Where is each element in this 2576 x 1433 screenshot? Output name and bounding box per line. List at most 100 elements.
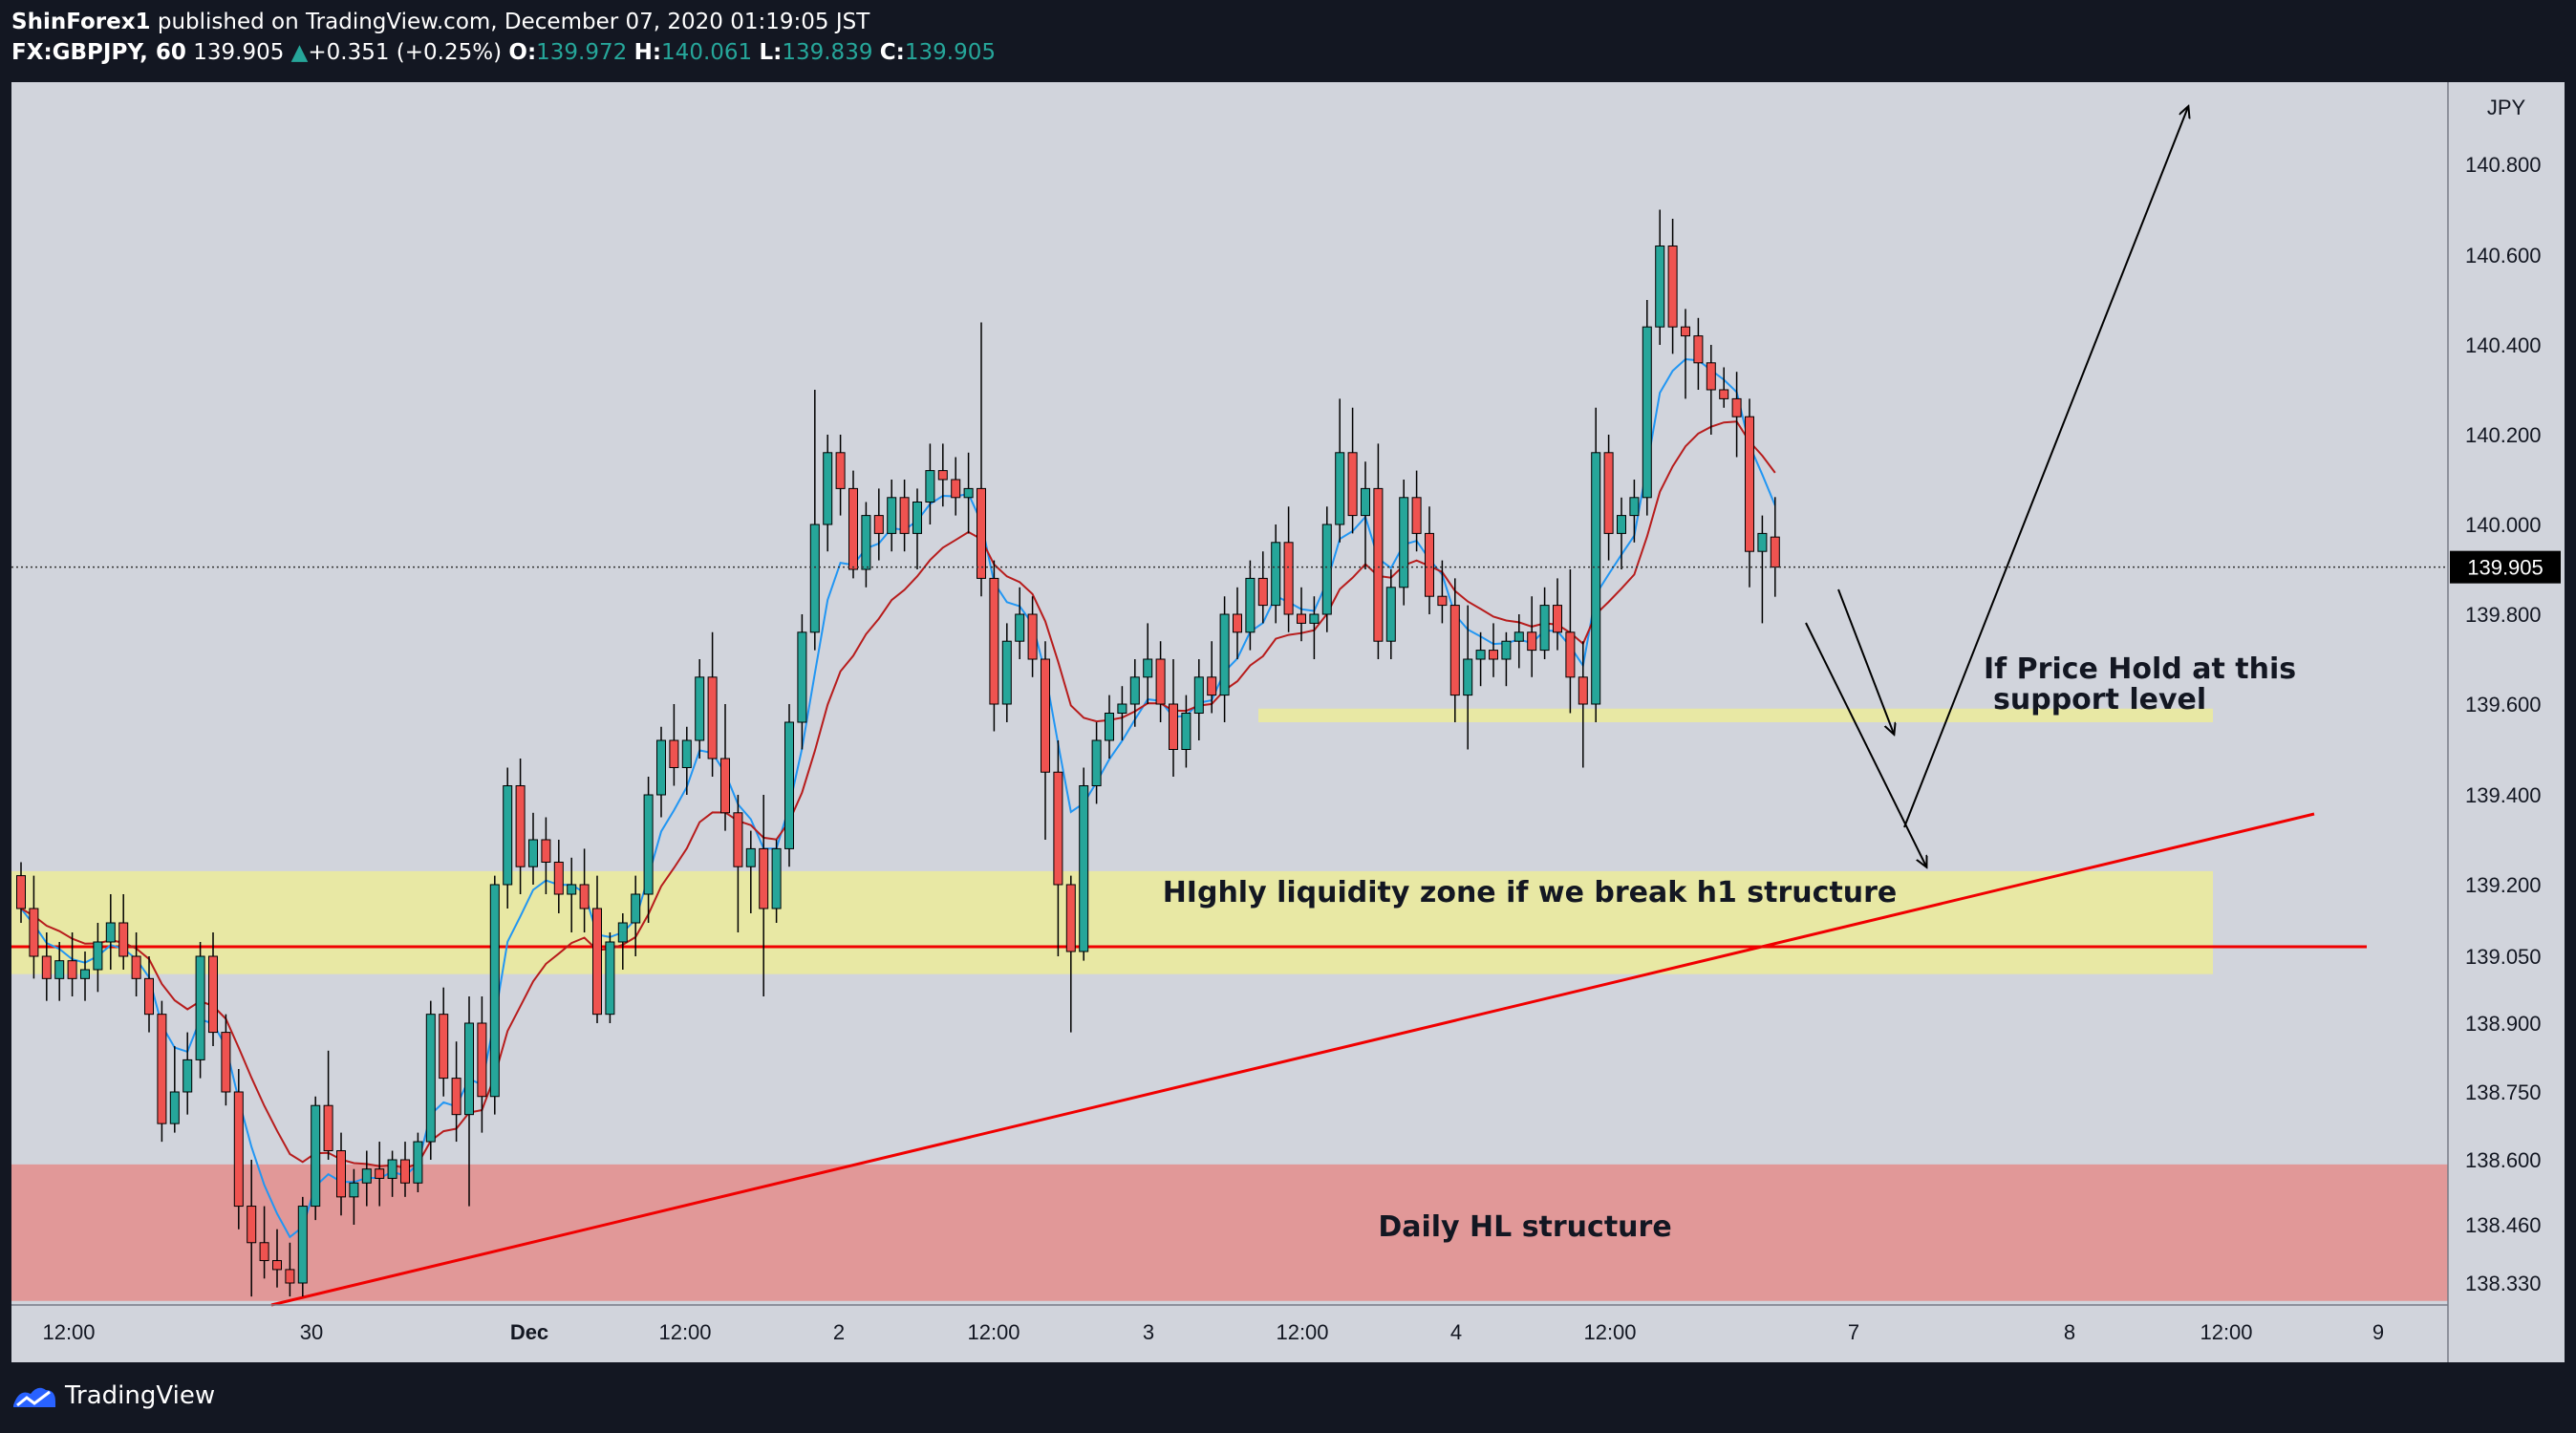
candle-body bbox=[233, 1091, 244, 1208]
candle bbox=[1373, 443, 1384, 659]
candle bbox=[873, 488, 884, 561]
low-value: 139.839 bbox=[782, 40, 873, 65]
candle-body bbox=[157, 1014, 167, 1124]
candle-body bbox=[1681, 326, 1690, 337]
candle-body bbox=[425, 1014, 436, 1143]
candle-body bbox=[963, 487, 974, 499]
high-label: H: bbox=[633, 40, 662, 65]
candle-body bbox=[489, 884, 500, 1098]
candle-body bbox=[413, 1141, 423, 1184]
candle-body bbox=[169, 1091, 180, 1124]
candle bbox=[899, 480, 910, 552]
candle-body bbox=[1321, 524, 1332, 615]
candle bbox=[1425, 506, 1434, 614]
candle bbox=[400, 1142, 410, 1197]
candle bbox=[1591, 407, 1601, 722]
candle bbox=[669, 704, 679, 786]
candle-body bbox=[54, 960, 65, 979]
candle-body bbox=[745, 847, 756, 867]
time-tick-label: 12:00 bbox=[967, 1320, 1020, 1344]
candle-body bbox=[1475, 650, 1486, 660]
candle-body bbox=[567, 884, 577, 895]
candle-body bbox=[118, 922, 129, 957]
candle-body bbox=[1283, 542, 1294, 615]
candle bbox=[1219, 596, 1230, 722]
candle bbox=[272, 1229, 282, 1288]
tradingview-footer[interactable]: TradingView bbox=[11, 1381, 215, 1410]
time-tick-label: 4 bbox=[1450, 1320, 1462, 1344]
candle bbox=[1617, 497, 1626, 569]
candle-body bbox=[41, 955, 52, 979]
candle-body bbox=[1399, 497, 1409, 588]
candle bbox=[1655, 209, 1665, 345]
candle-body bbox=[451, 1078, 462, 1116]
candle-body bbox=[1693, 335, 1704, 364]
candle bbox=[567, 857, 577, 932]
candle bbox=[233, 1069, 244, 1230]
candle-body bbox=[1335, 452, 1345, 525]
candle bbox=[1757, 515, 1768, 624]
candle bbox=[1513, 614, 1524, 669]
annotation-support-line-2: support level bbox=[1993, 683, 2206, 716]
low-label: L: bbox=[759, 40, 783, 65]
candle bbox=[54, 942, 65, 1001]
candle bbox=[93, 923, 103, 993]
candle-body bbox=[1770, 536, 1780, 568]
candle bbox=[1489, 623, 1498, 677]
candle bbox=[1719, 367, 1729, 408]
candle-body bbox=[1411, 497, 1422, 534]
candle bbox=[733, 795, 743, 932]
footer-brand: TradingView bbox=[65, 1381, 216, 1410]
tradingview-logo-icon bbox=[13, 1387, 55, 1407]
candle bbox=[477, 996, 487, 1133]
candle bbox=[387, 1150, 397, 1197]
candle-body bbox=[1257, 577, 1268, 607]
candle-body bbox=[899, 497, 910, 534]
candle-body bbox=[1565, 631, 1576, 678]
candle bbox=[131, 932, 141, 996]
price-tick-label: 138.460 bbox=[2465, 1213, 2542, 1237]
candle-body bbox=[861, 515, 871, 570]
author-name[interactable]: ShinForex1 bbox=[11, 10, 151, 34]
candle-body bbox=[272, 1260, 282, 1271]
candle-body bbox=[1501, 640, 1512, 660]
candle bbox=[1335, 398, 1345, 543]
candle bbox=[605, 932, 615, 1023]
price-tick-label: 139.400 bbox=[2465, 783, 2542, 807]
candle bbox=[1155, 641, 1166, 722]
candle bbox=[157, 1000, 167, 1143]
candle bbox=[823, 435, 833, 552]
candle-body bbox=[784, 721, 794, 849]
candle-body bbox=[656, 739, 666, 796]
candle bbox=[361, 1150, 372, 1207]
candle bbox=[208, 932, 218, 1046]
candle bbox=[195, 942, 205, 1079]
candle-body bbox=[1053, 771, 1063, 886]
price-tick-label: 140.200 bbox=[2465, 423, 2542, 447]
candle-body bbox=[1449, 605, 1460, 696]
projection-arrow-down-1 bbox=[1837, 588, 1894, 734]
candle-body bbox=[1155, 658, 1166, 705]
candle-body bbox=[1731, 397, 1742, 417]
candle bbox=[784, 704, 794, 867]
candle-body bbox=[503, 785, 513, 886]
candle-body bbox=[1437, 595, 1448, 607]
candle-body bbox=[1603, 452, 1614, 534]
candle bbox=[1091, 722, 1102, 804]
candle-body bbox=[285, 1269, 295, 1284]
candle-body bbox=[989, 577, 999, 705]
candle bbox=[413, 1132, 423, 1192]
candle-body bbox=[707, 676, 718, 759]
time-tick-label: 30 bbox=[300, 1320, 323, 1344]
candle bbox=[247, 1160, 257, 1297]
candle bbox=[937, 443, 948, 507]
open-value: 139.972 bbox=[536, 40, 628, 65]
candle bbox=[1283, 506, 1294, 632]
candle bbox=[1271, 524, 1281, 624]
candle-body bbox=[1745, 416, 1754, 552]
candle-body bbox=[259, 1242, 269, 1262]
candle bbox=[451, 1041, 462, 1143]
candle bbox=[515, 759, 526, 894]
candle bbox=[528, 812, 538, 885]
